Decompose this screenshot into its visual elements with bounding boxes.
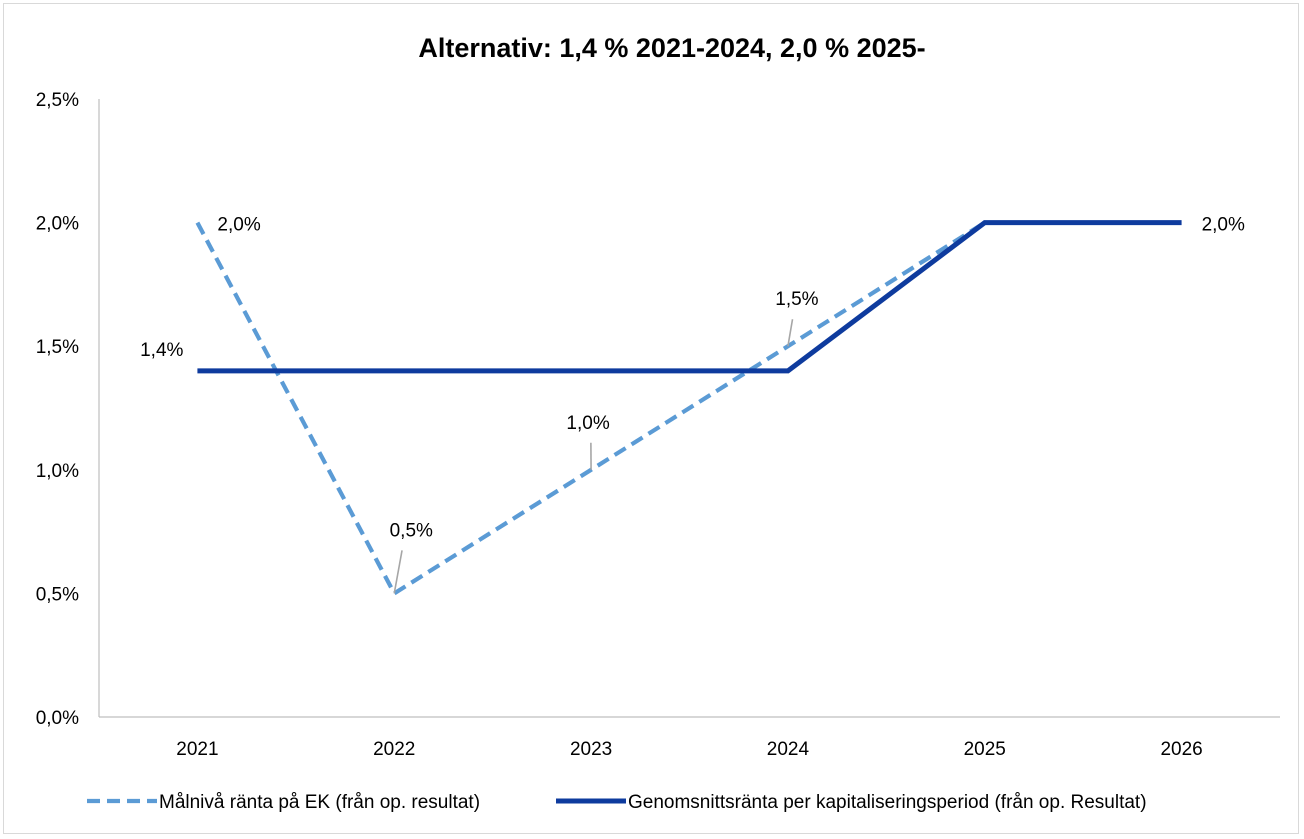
line-chart: Alternativ: 1,4 % 2021-2024, 2,0 % 2025-… — [36, 33, 1280, 813]
data-label: 1,5% — [775, 289, 818, 310]
chart-frame: Alternativ: 1,4 % 2021-2024, 2,0 % 2025-… — [3, 3, 1299, 834]
axes: 0,0% 0,5% 1,0% 1,5% 2,0% 2,5% 2021 2022 2023 2024… — [36, 90, 1280, 760]
x-tick-label: 2025 — [964, 739, 1006, 760]
series-layer — [195, 220, 1182, 597]
x-tick-label: 2026 — [1160, 739, 1202, 760]
data-label-leader — [393, 550, 403, 594]
y-tick-label: 2,5% — [36, 90, 79, 111]
y-tick-label: 0,0% — [36, 708, 79, 729]
data-label: 2,0% — [217, 215, 260, 236]
x-tick-label: 2024 — [767, 739, 810, 760]
y-tick-label: 1,0% — [36, 461, 79, 482]
legend-label-2: Genomsnittsränta per kapitaliseringsperi… — [628, 792, 1147, 813]
data-labels: 2,0% 0,5% 1,0% 1,5% 1,4% 2,0% — [140, 215, 1245, 594]
x-tick-label: 2023 — [570, 739, 612, 760]
chart-title: Alternativ: 1,4 % 2021-2024, 2,0 % 2025- — [418, 33, 925, 63]
data-label-leader — [787, 319, 794, 347]
data-label: 1,0% — [566, 413, 609, 434]
legend-label-1: Målnivå ränta på EK (från op. resultat) — [159, 792, 480, 813]
y-tick-label: 2,0% — [36, 214, 79, 235]
series-line-2 — [197, 220, 1182, 374]
x-tick-label: 2021 — [176, 739, 218, 760]
legend: Målnivå ränta på EK (från op. resultat) G… — [87, 792, 1147, 813]
data-label: 1,4% — [140, 340, 183, 361]
x-tick-label: 2022 — [373, 739, 415, 760]
data-label: 2,0% — [1202, 215, 1245, 236]
y-tick-label: 1,5% — [36, 337, 79, 358]
y-tick-label: 0,5% — [36, 584, 79, 605]
data-label: 0,5% — [390, 520, 433, 541]
series-line-1 — [195, 220, 986, 597]
